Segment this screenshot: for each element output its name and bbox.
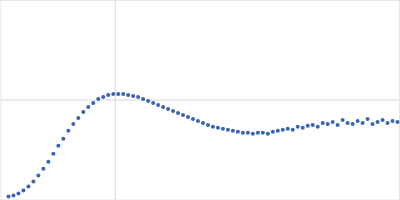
point xyxy=(6,195,10,199)
point xyxy=(51,152,55,156)
point xyxy=(296,125,300,129)
point xyxy=(341,118,345,122)
point xyxy=(316,125,320,129)
point xyxy=(146,99,150,103)
point xyxy=(131,94,135,98)
y-axis xyxy=(0,1,2,200)
point xyxy=(336,123,340,127)
point xyxy=(61,137,65,141)
point xyxy=(66,129,70,133)
point xyxy=(231,129,235,133)
point xyxy=(246,131,250,135)
point xyxy=(261,131,265,135)
point xyxy=(46,160,50,164)
point xyxy=(386,121,390,125)
point xyxy=(101,95,105,99)
points xyxy=(6,92,399,198)
point xyxy=(306,124,310,128)
point xyxy=(241,131,245,135)
point xyxy=(186,115,190,119)
point xyxy=(311,123,315,127)
point xyxy=(41,167,45,171)
point xyxy=(321,121,325,125)
point xyxy=(366,117,370,121)
grid-line-y xyxy=(0,100,400,101)
chart xyxy=(0,0,400,200)
point xyxy=(76,116,80,120)
point xyxy=(376,120,380,124)
point xyxy=(361,121,365,125)
point xyxy=(181,113,185,117)
point xyxy=(31,180,35,184)
grid xyxy=(0,0,400,200)
point xyxy=(266,132,270,136)
point xyxy=(256,131,260,135)
point xyxy=(176,111,180,115)
point xyxy=(251,132,255,136)
point xyxy=(391,119,395,123)
x-axis xyxy=(1,199,400,200)
point xyxy=(356,119,360,123)
point xyxy=(226,128,230,132)
point xyxy=(91,101,95,105)
point xyxy=(36,174,40,178)
point xyxy=(81,110,85,114)
point xyxy=(136,95,140,99)
point xyxy=(351,122,355,126)
point xyxy=(126,93,130,97)
point xyxy=(196,119,200,123)
point xyxy=(291,128,295,132)
point xyxy=(331,120,335,124)
point xyxy=(156,103,160,107)
point xyxy=(206,123,210,127)
point xyxy=(56,144,60,148)
point xyxy=(216,126,220,130)
point xyxy=(166,107,170,111)
point xyxy=(301,126,305,130)
point xyxy=(121,92,125,96)
point xyxy=(21,189,25,193)
point xyxy=(116,92,120,96)
point xyxy=(211,125,215,129)
point xyxy=(276,129,280,133)
point xyxy=(201,121,205,125)
point xyxy=(271,130,275,134)
point xyxy=(371,122,375,126)
point xyxy=(11,194,15,198)
point xyxy=(396,120,400,124)
point xyxy=(106,93,110,97)
point xyxy=(221,127,225,131)
frame xyxy=(399,0,400,200)
point xyxy=(171,109,175,113)
point xyxy=(151,101,155,105)
point xyxy=(71,122,75,126)
point xyxy=(191,117,195,121)
point xyxy=(236,130,240,134)
point xyxy=(326,122,330,126)
point xyxy=(26,185,30,189)
point xyxy=(346,121,350,125)
point xyxy=(381,118,385,122)
point xyxy=(286,127,290,131)
point xyxy=(86,105,90,109)
y-axis-line xyxy=(1,1,2,200)
point xyxy=(111,92,115,96)
point xyxy=(161,105,165,109)
point xyxy=(96,97,100,101)
point xyxy=(281,128,285,132)
frame xyxy=(0,0,400,1)
point xyxy=(141,97,145,101)
point xyxy=(16,192,20,196)
